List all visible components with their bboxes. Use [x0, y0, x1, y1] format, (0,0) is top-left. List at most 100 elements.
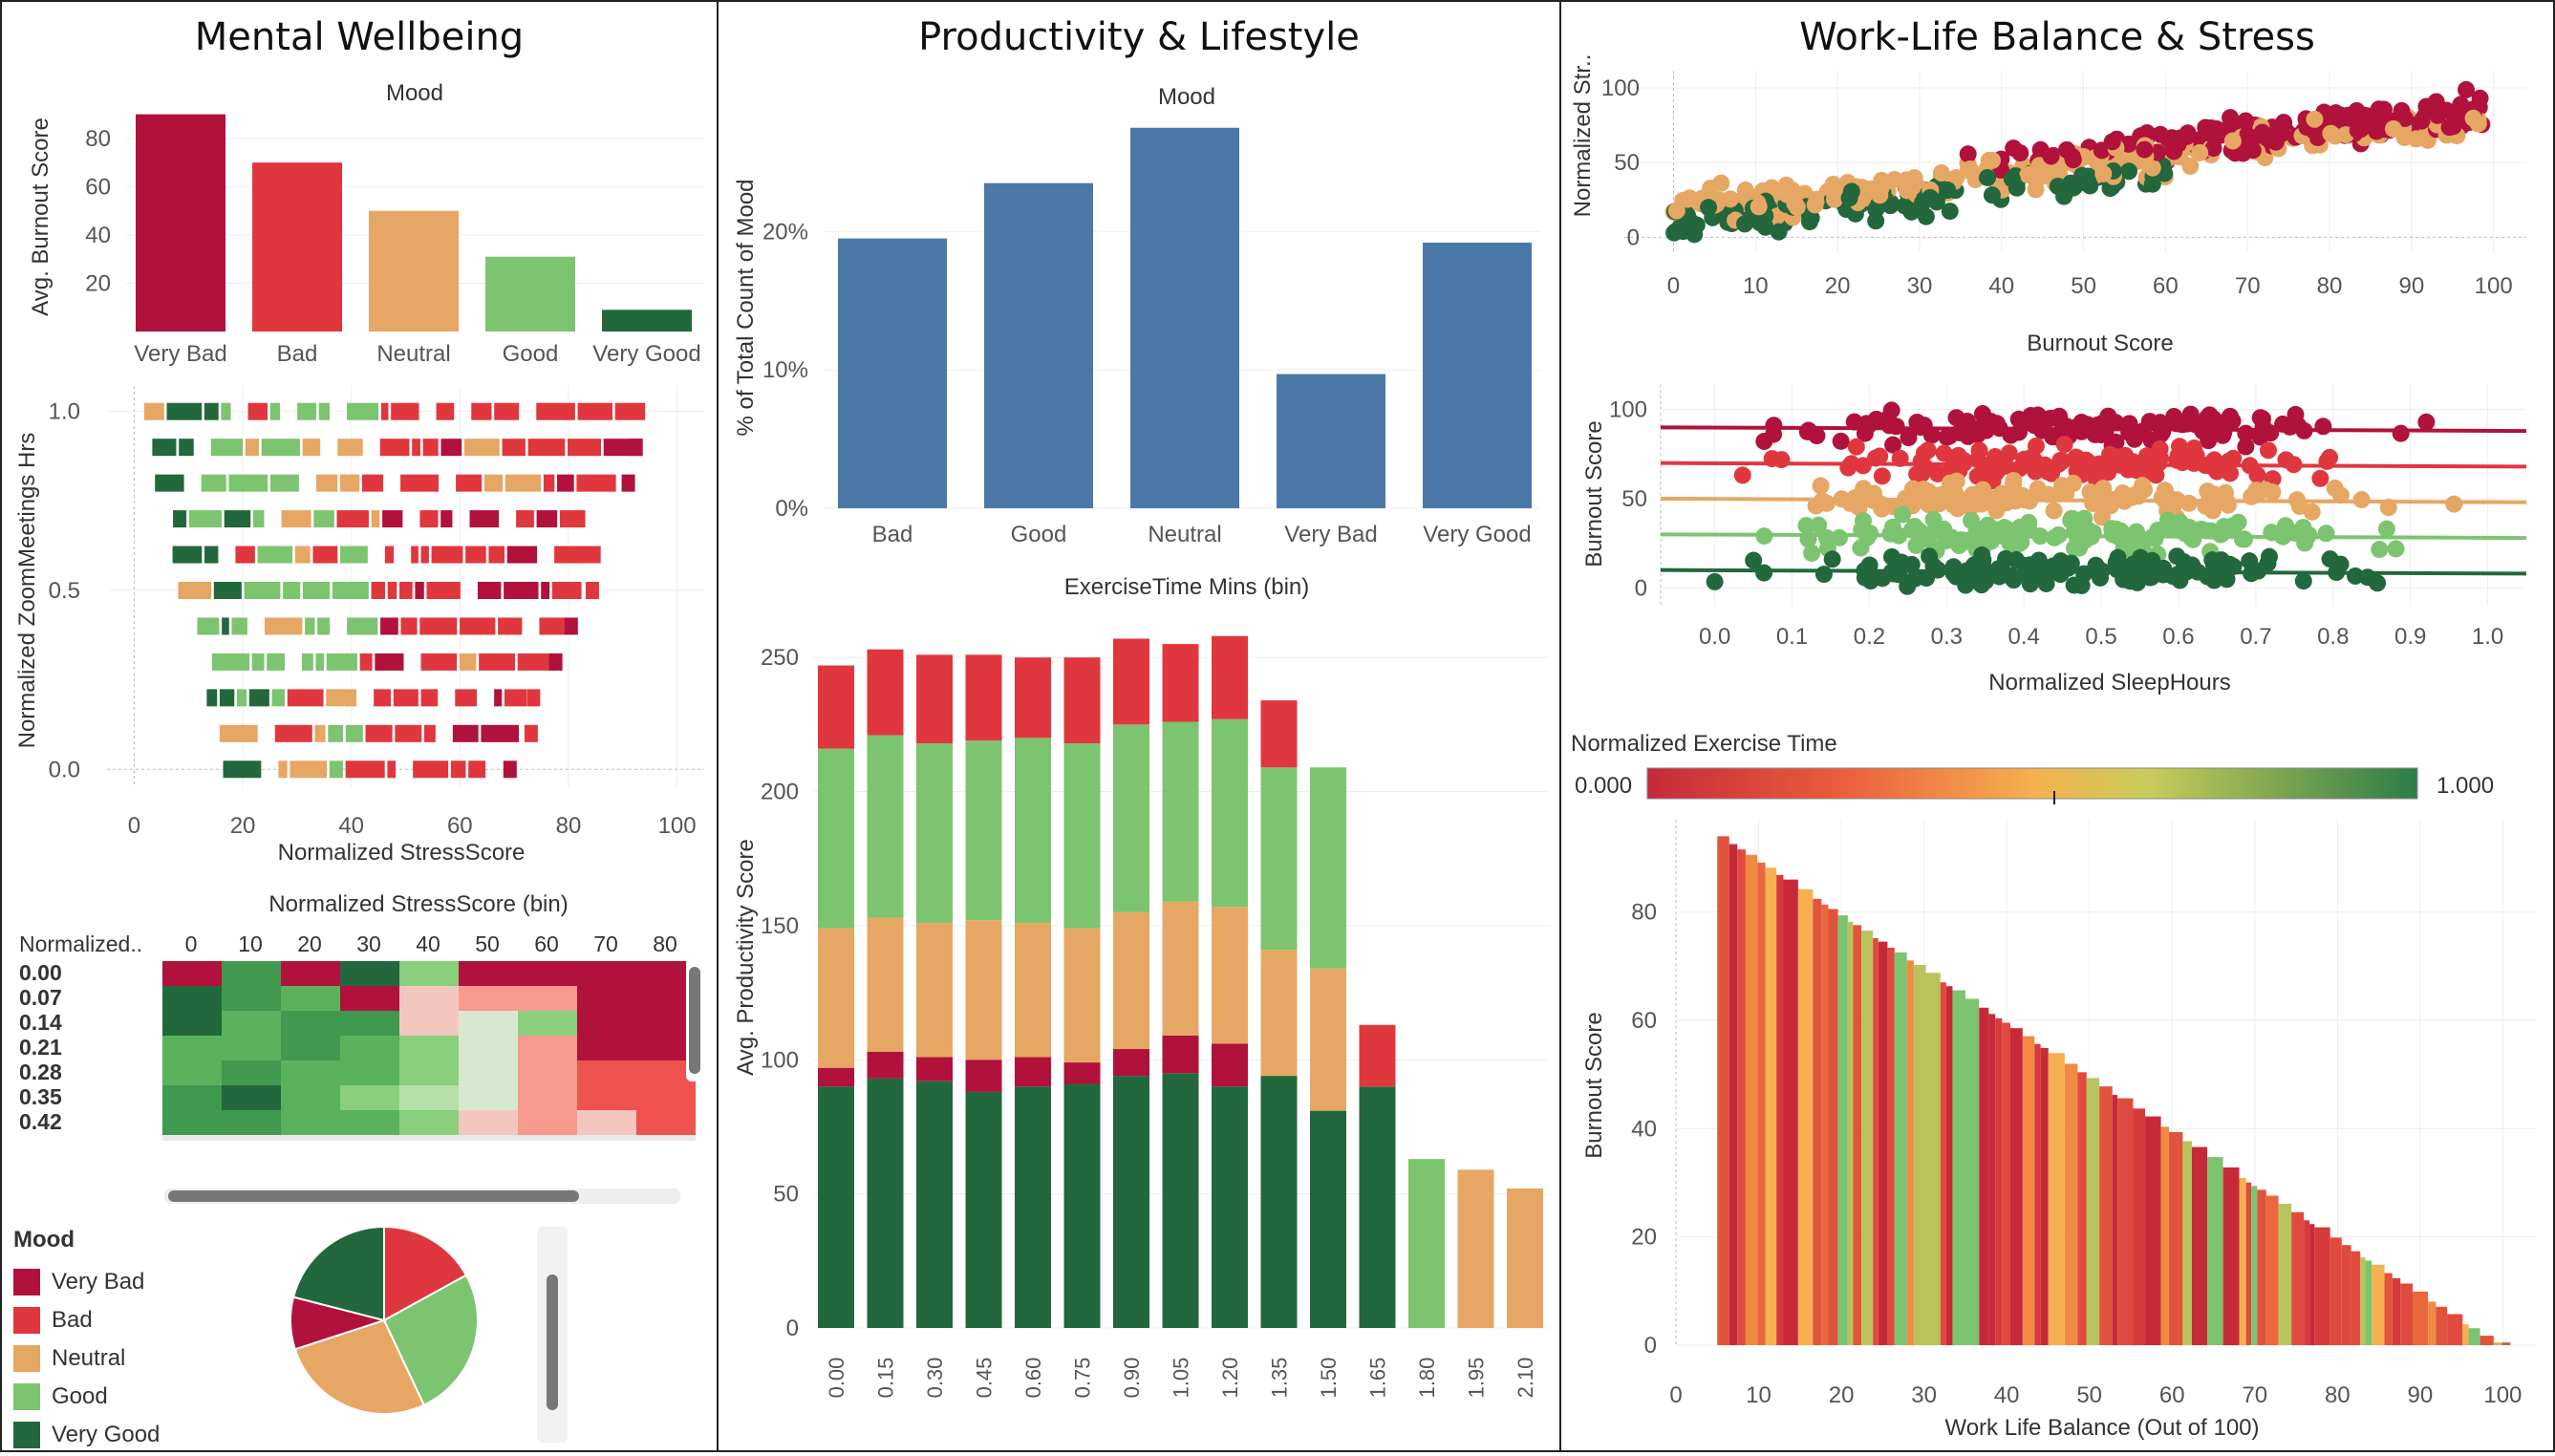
scatter-point: [1803, 544, 1821, 562]
scatter-point: [2347, 567, 2365, 585]
scatter-point: [2116, 446, 2135, 464]
scatter-point: [1778, 185, 1796, 203]
segment-mark: [252, 510, 265, 528]
segment-mark: [302, 653, 313, 671]
y-tick-label: 20: [1631, 1225, 1657, 1251]
heatmap-cell: [340, 1036, 399, 1060]
heatmap-cell: [518, 961, 577, 986]
scatter-point: [2237, 112, 2255, 130]
scrollbar-thumb[interactable]: [168, 1190, 579, 1202]
bar: [2447, 1314, 2463, 1345]
bar-segment: [1063, 1083, 1101, 1328]
bar: [1861, 931, 1874, 1345]
row-label: 0.21: [19, 1035, 62, 1060]
x-tick-label: 0.9: [2394, 624, 2426, 650]
scatter-point: [2079, 453, 2097, 471]
bar: [2304, 1220, 2310, 1345]
bar: [2222, 1167, 2240, 1345]
segment-mark: [419, 617, 458, 635]
legend-label: Very Good: [52, 1422, 161, 1447]
x-tick-label: 0.00: [825, 1358, 848, 1399]
bar-segment: [1162, 1073, 1199, 1328]
scrollbar-thumb[interactable]: [547, 1274, 558, 1410]
legend-scrollbar[interactable]: [537, 1227, 568, 1443]
bar-segment: [1162, 1035, 1199, 1074]
heatmap-cell: [162, 1110, 222, 1135]
heatmap-cell: [636, 1011, 696, 1036]
legend-swatch: [13, 1345, 40, 1372]
segment-mark: [494, 402, 520, 420]
y-tick-label: 60: [1631, 1008, 1657, 1034]
x-tick-label: Very Good: [1423, 522, 1531, 547]
x-tick-label: 1.80: [1415, 1358, 1439, 1399]
scatter-point: [2306, 123, 2324, 141]
bar: [1887, 947, 1895, 1345]
scatter-point: [1756, 218, 1774, 236]
scatter-point: [2058, 140, 2076, 159]
scatter-point: [1995, 519, 2013, 537]
scatter-point: [2229, 513, 2247, 531]
scatter-point: [2163, 129, 2181, 147]
legend-item[interactable]: Bad: [13, 1301, 160, 1339]
scatter-point: [2103, 133, 2121, 151]
bar: [2351, 1251, 2361, 1345]
segment-mark: [359, 653, 373, 671]
scatter-point: [2042, 147, 2060, 165]
segment-mark: [337, 439, 363, 457]
heatmap-cell: [162, 1011, 222, 1036]
bar-segment: [916, 1057, 953, 1081]
bar: [2117, 1098, 2134, 1345]
heatmap-cell: [518, 1060, 577, 1085]
segment-mark: [380, 617, 398, 635]
scatter-point: [2010, 423, 2029, 441]
x-tick-label: Bad: [872, 522, 913, 547]
x-tick-label: 0.0: [1699, 624, 1730, 650]
segment-mark: [224, 510, 251, 528]
segment-mark: [621, 474, 635, 492]
bar: [2392, 1277, 2401, 1345]
y-tick-label: 60: [85, 174, 111, 200]
y-tick-label: 0: [1635, 575, 1647, 601]
x-axis-label: Normalized SleepHours: [1988, 670, 2230, 696]
legend-item[interactable]: Very Good: [13, 1416, 161, 1450]
bar-segment: [1212, 1086, 1248, 1328]
x-tick-label: 0.5: [2085, 624, 2116, 650]
scrollbar-thumb[interactable]: [689, 967, 700, 1074]
legend-item[interactable]: Good: [13, 1378, 160, 1416]
scatter-point: [1840, 189, 1858, 207]
bar: [2251, 1186, 2258, 1345]
scatter-point: [1860, 416, 1879, 434]
bar: [1737, 849, 1746, 1345]
scatter-point: [1894, 505, 1912, 524]
scatter-point: [1975, 483, 1993, 502]
legend-swatch: [13, 1269, 40, 1295]
bar: [1728, 844, 1738, 1345]
legend-item[interactable]: Neutral: [13, 1339, 160, 1378]
scatter-point: [1941, 203, 1959, 221]
scatter-point: [2062, 554, 2080, 572]
row-label: 0.42: [19, 1109, 62, 1134]
scatter-point: [1883, 518, 1901, 536]
legend-item[interactable]: Very Bad: [13, 1263, 160, 1301]
x-tick-label: 80: [2325, 1382, 2351, 1408]
legend-label: Good: [52, 1383, 108, 1409]
horizontal-scrollbar[interactable]: [164, 1188, 680, 1204]
bar: [1423, 242, 1532, 508]
segment-mark: [143, 402, 164, 420]
bar: [2468, 1328, 2480, 1345]
segment-mark: [400, 617, 418, 635]
bar-segment: [1212, 1043, 1248, 1087]
scatter-point: [2348, 101, 2366, 119]
vertical-scrollbar[interactable]: [686, 957, 703, 1081]
scatter-point: [2103, 520, 2121, 538]
bar-segment: [1015, 923, 1051, 1058]
segment-mark: [231, 617, 247, 635]
scatter-point: [1799, 421, 1817, 439]
bar: [2278, 1203, 2292, 1345]
scatter-point: [2331, 486, 2350, 504]
y-tick-label: 250: [761, 645, 799, 671]
segment-mark: [471, 402, 492, 420]
scatter-point: [2241, 552, 2259, 570]
scatter-point: [1687, 216, 1706, 234]
y-tick-label: 0: [1627, 225, 1640, 250]
